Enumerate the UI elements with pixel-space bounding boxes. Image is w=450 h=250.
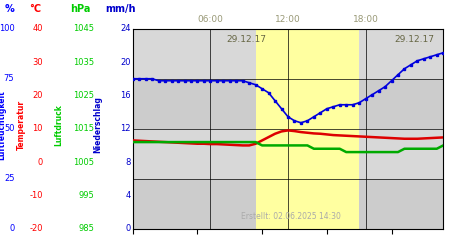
Text: 10: 10 (32, 124, 43, 133)
Text: 29.12.17: 29.12.17 (226, 35, 266, 44)
Text: 1025: 1025 (73, 91, 94, 100)
Text: 75: 75 (4, 74, 14, 83)
Text: 30: 30 (32, 58, 43, 66)
Text: Luftdruck: Luftdruck (54, 104, 63, 146)
Text: 1005: 1005 (73, 158, 94, 166)
Text: 50: 50 (4, 124, 14, 133)
Text: 20: 20 (120, 58, 130, 66)
Text: 24: 24 (120, 24, 130, 33)
Text: Erstellt: 02.06.2025 14:30: Erstellt: 02.06.2025 14:30 (241, 212, 341, 221)
Text: Niederschlag: Niederschlag (94, 96, 103, 154)
Text: 16: 16 (120, 91, 130, 100)
Text: -20: -20 (29, 224, 43, 233)
Text: 1035: 1035 (73, 58, 94, 66)
Text: Luftfeuchtigkeit: Luftfeuchtigkeit (0, 90, 6, 160)
Text: 8: 8 (125, 158, 130, 166)
Text: mm/h: mm/h (106, 4, 136, 14)
Text: 25: 25 (4, 174, 14, 183)
Bar (133, 29, 443, 79)
Text: 0: 0 (37, 158, 43, 166)
Text: 985: 985 (79, 224, 94, 233)
Bar (256, 29, 359, 229)
Text: 4: 4 (125, 191, 130, 200)
Text: 100: 100 (0, 24, 14, 33)
Text: 29.12.17: 29.12.17 (394, 35, 434, 44)
Text: 1015: 1015 (73, 124, 94, 133)
Text: 995: 995 (79, 191, 94, 200)
Bar (133, 129, 443, 179)
Text: hPa: hPa (70, 4, 90, 14)
Text: %: % (4, 4, 14, 14)
Text: 0: 0 (9, 224, 14, 233)
Text: 20: 20 (32, 91, 43, 100)
Text: 1045: 1045 (73, 24, 94, 33)
Text: °C: °C (29, 4, 41, 14)
Text: 40: 40 (32, 24, 43, 33)
Text: Temperatur: Temperatur (17, 100, 26, 150)
Text: 0: 0 (125, 224, 130, 233)
Text: 12: 12 (120, 124, 130, 133)
Text: -10: -10 (29, 191, 43, 200)
Bar (133, 179, 443, 229)
Bar (133, 79, 443, 129)
